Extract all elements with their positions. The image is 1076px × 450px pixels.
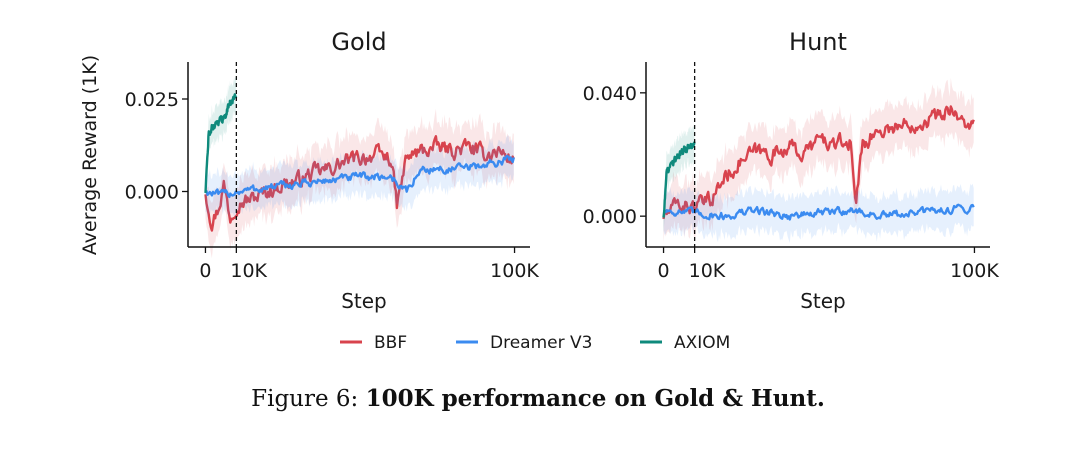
hunt-dreamer-v3-line [662,203,975,221]
hunt-bbf-line [662,105,975,220]
gold-panel: Gold 0.000 0.025 0 10K 100K Step [125,28,540,313]
gold-xtick-label: 0 [199,260,211,282]
figure-caption: Figure 6: 100K performance on Gold & Hun… [0,385,1076,412]
gold-bbf-band [205,108,514,259]
hunt-bbf-band [663,77,974,243]
hunt-dreamer-v3-band [663,183,974,243]
caption-prefix: Figure 6: [251,386,366,412]
gold-x-axis-label: Step [341,289,387,313]
gold-xtick-label: 10K [230,260,267,282]
legend-bbf-label: BBF [374,333,407,353]
legend-axiom-label: AXIOM [674,333,730,353]
hunt-ytick-label: 0.040 [583,83,637,105]
hunt-xtick-label: 100K [950,260,999,282]
caption-bold: 100K performance on Gold & Hunt. [365,385,825,412]
hunt-title: Hunt [789,28,847,56]
gold-ytick-label: 0.000 [125,182,179,204]
gold-ytick-label: 0.025 [125,89,179,111]
legend: BBF Dreamer V3 AXIOM [340,333,730,353]
hunt-xtick-label: 10K [689,260,726,282]
gold-axiom-line [204,93,238,193]
hunt-xtick-label: 0 [657,260,669,282]
hunt-panel: Hunt 0.000 0.040 0 10K 100K Step [583,28,1000,313]
gold-title: Gold [331,28,386,56]
gold-bbf-line [204,135,515,232]
y-axis-label: Average Reward (1K) [79,55,101,255]
legend-dreamer-v3-label: Dreamer V3 [490,333,592,353]
hunt-ytick-label: 0.000 [583,206,637,228]
gold-dreamer-v3-line [204,154,515,199]
gold-xtick-label: 100K [490,260,539,282]
hunt-x-axis-label: Step [800,289,846,313]
gold-dreamer-v3-band [205,134,514,219]
hunt-axiom-line [662,141,696,218]
